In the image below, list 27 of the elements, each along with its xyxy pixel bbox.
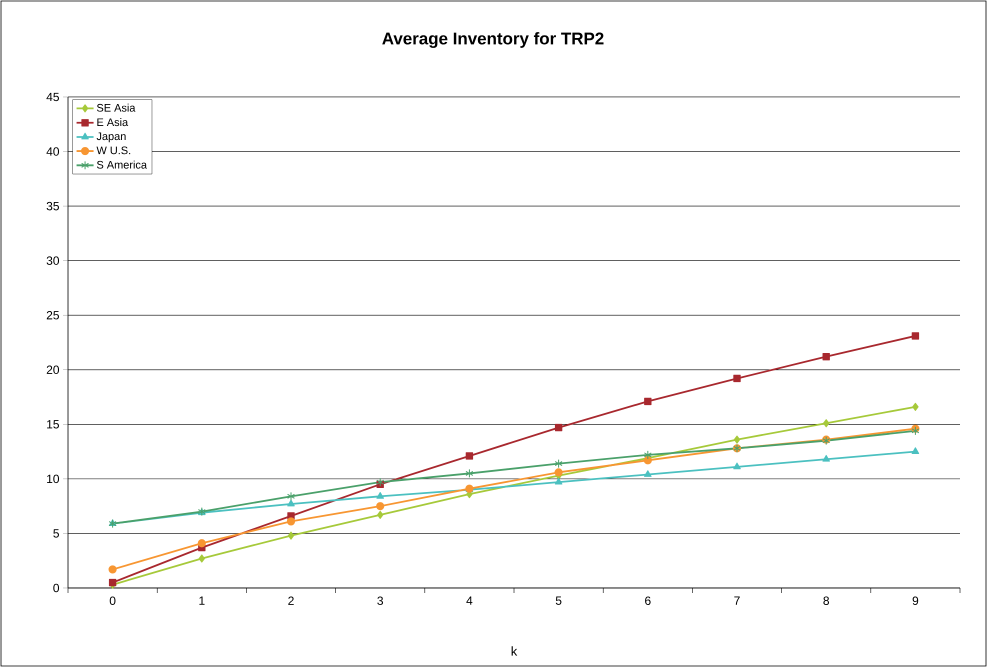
y-tick-label: 40 bbox=[46, 147, 60, 156]
y-tick-label: 30 bbox=[46, 256, 60, 265]
y-tick-label: 15 bbox=[47, 420, 59, 428]
y-tick-label: 25 bbox=[46, 310, 59, 320]
y-tick-label: 0 bbox=[53, 584, 60, 592]
x-tick-label: 7 bbox=[734, 596, 740, 605]
x-tick-label: 5 bbox=[556, 596, 562, 605]
x-tick-label: 3 bbox=[377, 596, 384, 605]
y-tick-label: 5 bbox=[53, 529, 59, 538]
x-tick-label: 9 bbox=[912, 596, 918, 605]
x-tick-label: 8 bbox=[823, 596, 830, 605]
y-tick-label: 10 bbox=[47, 474, 60, 484]
y-tick-label: 45 bbox=[46, 92, 59, 102]
legend-label: W U.S. bbox=[96, 146, 130, 154]
x-tick-label: 4 bbox=[466, 596, 472, 605]
legend-label: S America bbox=[96, 160, 147, 169]
x-tick-label: 2 bbox=[288, 596, 294, 605]
legend-label: E Asia bbox=[97, 118, 128, 126]
legend-label: SE Asia bbox=[96, 104, 136, 112]
x-tick-label: 0 bbox=[110, 596, 116, 605]
x-tick-label: 1 bbox=[199, 596, 205, 605]
x-axis-title: k bbox=[512, 646, 518, 656]
chart-title: Average Inventory for TRP2 bbox=[382, 32, 604, 48]
legend-label: Japan bbox=[96, 132, 126, 142]
y-tick-label: 20 bbox=[46, 366, 60, 374]
y-tick-label: 35 bbox=[46, 202, 59, 210]
x-tick-label: 6 bbox=[645, 596, 651, 605]
